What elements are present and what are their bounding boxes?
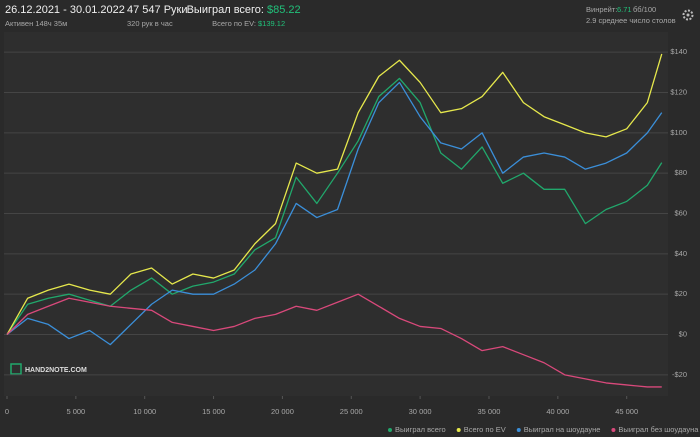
won-value: $85.22 [267, 4, 301, 16]
x-tick-label: 5 000 [66, 407, 85, 416]
date-range: 26.12.2021 - 30.01.2022 [5, 4, 125, 16]
y-tick-label: $140 [670, 47, 687, 56]
x-tick-label: 45 000 [615, 407, 638, 416]
logo-icon [10, 363, 22, 375]
y-tick-label: $0 [679, 330, 687, 339]
y-tick-label: $100 [670, 128, 687, 137]
ev-value: $139.12 [258, 19, 285, 28]
settings-icon[interactable] [682, 9, 694, 21]
series-line [6, 81, 663, 346]
legend-label: Всего по EV [464, 425, 506, 434]
y-tick-label: $80 [674, 168, 687, 177]
x-tick-label: 0 [5, 407, 9, 416]
x-tick-label: 15 000 [202, 407, 225, 416]
active-time: Активен 148ч 35м [5, 19, 67, 28]
winrate-unit: бб/100 [633, 5, 656, 14]
x-tick-label: 25 000 [340, 407, 363, 416]
y-tick-label: $20 [674, 289, 687, 298]
legend-marker [456, 428, 461, 432]
legend-label: Выиграл без шоудауна [618, 425, 699, 434]
x-tick-label: 20 000 [271, 407, 294, 416]
legend-label: Выиграл всего [395, 425, 446, 434]
tables: 2.9 среднее число столов [586, 16, 676, 25]
x-tick-label: 10 000 [133, 407, 156, 416]
x-tick-label: 35 000 [478, 407, 501, 416]
series-line [6, 53, 663, 335]
legend-marker [388, 428, 392, 432]
gear[interactable] [682, 9, 694, 21]
y-tick-label: -$20 [672, 370, 687, 379]
won-label: Выиграл всего: [187, 4, 264, 16]
series-line [6, 293, 662, 388]
ev-label: Всего по EV: [212, 19, 256, 28]
winrate-label: Винрейт: [586, 5, 617, 14]
logo: HAND2NOTE.COM [25, 367, 87, 374]
y-tick-label: $40 [674, 249, 687, 258]
winrate-value: 6.71 [617, 5, 632, 14]
y-tick-label: $120 [670, 88, 687, 97]
y-tick-label: $60 [674, 209, 687, 218]
legend-label: Выиграл на шоудауне [524, 425, 601, 434]
gear-center[interactable] [686, 13, 690, 17]
legend-marker [611, 428, 616, 432]
legend-marker [516, 428, 521, 432]
hands: 47 547 Руки [127, 4, 188, 16]
x-tick-label: 40 000 [546, 407, 569, 416]
x-tick-label: 30 000 [409, 407, 432, 416]
series-line [6, 77, 663, 335]
hands-rate: 320 рук в час [127, 19, 173, 28]
